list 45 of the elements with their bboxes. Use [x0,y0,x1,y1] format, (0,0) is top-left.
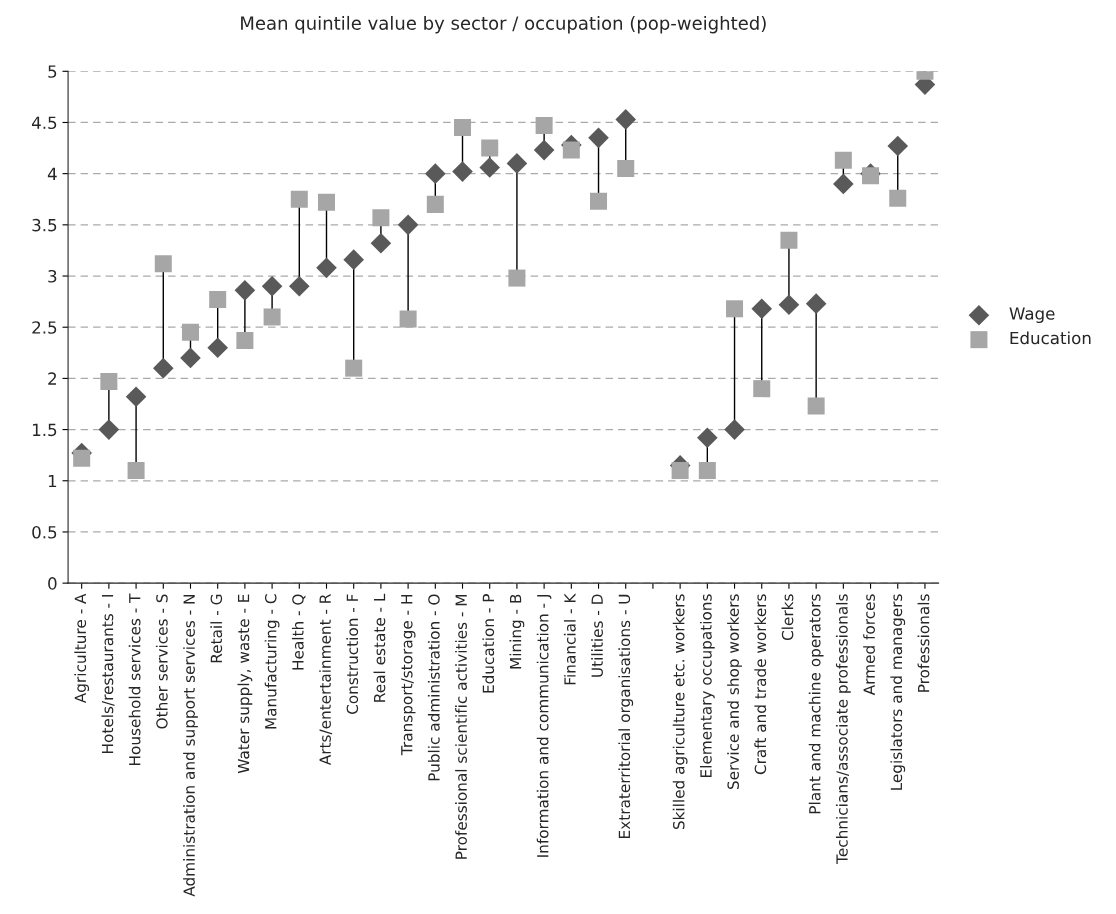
x-tick-label: Hotels/restaurants - I [101,595,115,753]
x-tick-label: Water supply, waste - E [237,594,253,774]
x-tick-label: Technicians/associate professionals [835,594,851,864]
x-tick-label: Service and shop workers [727,594,742,790]
y-tick-label: 3.5 [32,218,57,232]
x-tick-label: Household services - T [128,593,141,765]
y-tick-label: 2.5 [32,321,57,334]
x-tick-label: Administration and support services - N [183,595,198,897]
x-tick-label: Elementary occupations [699,594,715,777]
y-tick-label: 4 [47,167,57,180]
x-tick-label: Retail - G [210,594,223,663]
x-tick-label: Professional scientific activities - M [455,595,467,859]
x-tick-label: Clerks [781,594,794,641]
x-tick-label: Manufacturing - C [264,594,280,729]
x-tick-label: Construction - F [346,594,359,714]
y-tick-label: 5 [48,65,57,78]
x-tick-label: Craft and trade workers [754,594,767,775]
y-tick-label: 0.5 [32,525,57,539]
x-tick-label: Agriculture - A [74,593,90,704]
x-tick-label: Utilities - D [591,594,603,677]
x-tick-label: Education - P [482,594,495,693]
x-tick-label: Health - Q [291,594,306,670]
x-tick-label: Other services - S [155,594,168,729]
x-tick-label: Armed forces [863,594,875,696]
y-tick-label: 2 [48,372,56,385]
x-tick-label: Extraterritorial organisations - U [618,594,634,838]
chart-title: Mean quintile value by sector / occupation (pop-weighted) [241,15,766,34]
x-tick-label: Skilled agriculture etc. workers [672,594,688,830]
x-tick-label: Real estate - L [373,593,386,702]
legend-label: Education [1010,331,1091,345]
y-tick-label: 3 [48,269,57,283]
x-tick-label: Legislators and managers [890,594,906,790]
y-tick-label: 0 [48,577,57,590]
x-tick-label: Mining - B [509,594,525,669]
y-tick-label: 1 [48,474,57,488]
x-tick-label: Public administration - O [427,594,440,781]
x-tick-label: Information and communication - J [536,595,552,857]
legend-label: Wage [1009,307,1055,324]
x-tick-label: Financial - K [563,593,576,685]
x-tick-label: Transport/storage - H [401,595,416,756]
x-tick-label: Professionals [917,594,930,692]
x-tick-label: Arts/entertainment - R [319,593,333,766]
y-tick-label: 1.5 [32,423,57,437]
y-tick-label: 4.5 [31,116,57,130]
x-tick-label: Plant and machine operators [808,594,824,814]
